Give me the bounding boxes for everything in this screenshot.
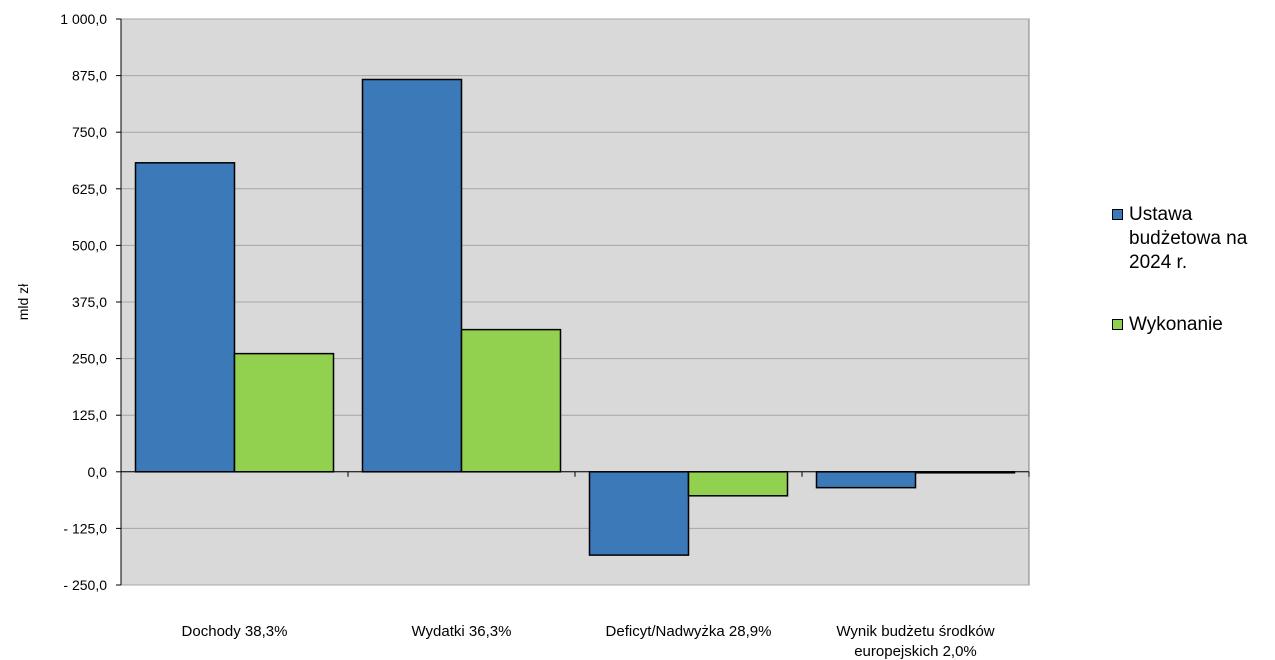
y-tick-label: 875,0 <box>72 68 107 84</box>
y-tick-label: - 125,0 <box>63 520 107 536</box>
y-tick-label: 0,0 <box>88 464 108 480</box>
y-tick-label: - 250,0 <box>63 577 107 593</box>
y-tick-label: 625,0 <box>72 181 107 197</box>
y-tick-label: 750,0 <box>72 124 107 140</box>
bar-ustawa-0 <box>136 163 235 472</box>
y-tick-labels: - 250,0 - 125,0 0,0 125,0 250,0 375,0 500,0 625… <box>60 11 107 593</box>
y-tick-label: 125,0 <box>72 407 107 423</box>
legend-label-wykonanie: Wykonanie <box>1129 314 1223 335</box>
y-tick-label: 1 000,0 <box>60 11 107 27</box>
legend-label-ustawa: Ustawa budżetowa na 2024 r. <box>1129 204 1247 273</box>
legend-swatch-ustawa <box>1112 209 1123 220</box>
legend: Ustawa budżetowa na 2024 r. Wykonanie <box>1112 203 1272 337</box>
x-category-labels: Dochody 38,3% Wydatki 36,3% Deficyt/Nadwyż… <box>182 623 995 660</box>
legend-swatch-wykonanie <box>1112 319 1123 330</box>
legend-item-ustawa: Ustawa budżetowa na 2024 r. <box>1112 203 1272 275</box>
bar-wykonanie-0 <box>235 354 334 472</box>
y-tick-label: 250,0 <box>72 351 107 367</box>
y-tick-label: 500,0 <box>72 237 107 253</box>
bar-ustawa-2 <box>590 472 689 555</box>
bar-wykonanie-2 <box>689 472 788 496</box>
x-category-label: Deficyt/Nadwyżka 28,9% <box>606 623 772 640</box>
y-tick-label: 375,0 <box>72 294 107 310</box>
x-category-label: Dochody 38,3% <box>182 623 288 640</box>
y-axis-label: mld zł <box>15 283 31 320</box>
bar-ustawa-3 <box>817 472 916 488</box>
bar-ustawa-1 <box>363 79 462 471</box>
x-category-label: Wydatki 36,3% <box>412 623 512 640</box>
x-category-label: Wynik budżetu środków europejskich 2,0% <box>836 623 994 660</box>
legend-item-wykonanie: Wykonanie <box>1112 313 1272 337</box>
bar-wykonanie-1 <box>462 330 561 472</box>
